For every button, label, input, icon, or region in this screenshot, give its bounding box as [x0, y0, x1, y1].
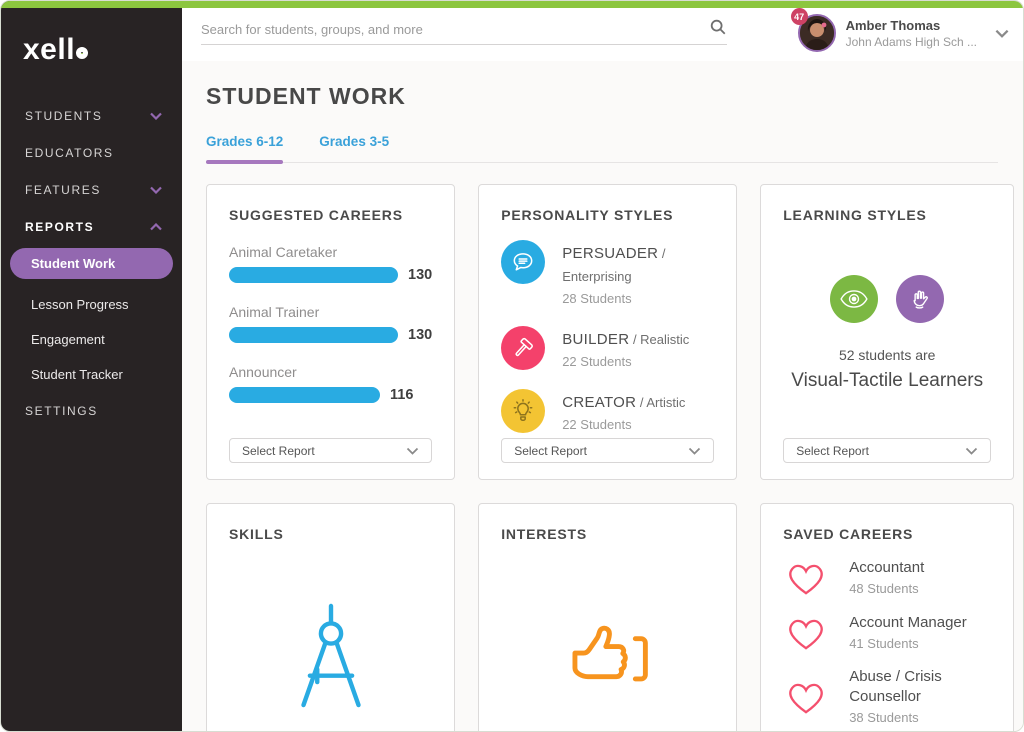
card-interests: INTERESTS — [478, 503, 738, 731]
chevron-down-icon — [995, 29, 1009, 38]
saved-career-row[interactable]: Accountant 48 Students — [783, 557, 991, 597]
card-title: INTERESTS — [501, 526, 587, 542]
bar-row: Animal Caretaker 130 — [229, 244, 433, 283]
chevron-up-icon — [150, 222, 162, 230]
tab-grades-3-5[interactable]: Grades 3-5 — [319, 134, 390, 149]
lightbulb-icon — [501, 389, 546, 434]
card-skills: SKILLS — [206, 503, 456, 731]
main-content: STUDENT WORK Grades 6-12 Grades 3-5 SUGG… — [182, 61, 1023, 731]
eye-icon — [830, 275, 879, 323]
sidebar-item-features[interactable]: FEATURES — [1, 171, 182, 208]
user-org: John Adams High Sch ... — [845, 34, 977, 49]
sidebar-item-educators[interactable]: EDUCATORS — [25, 145, 114, 160]
learning-styles-label: Visual-Tactile Learners — [791, 370, 984, 391]
heart-icon — [789, 564, 824, 595]
tab-grades-6-12[interactable]: Grades 6-12 — [206, 134, 284, 164]
sidebar-item-reports[interactable]: REPORTS — [1, 208, 182, 245]
notification-badge: 47 — [790, 8, 808, 25]
personality-row: PERSUADER / Enterprising 28 Students — [501, 240, 714, 309]
hand-icon — [896, 275, 945, 323]
bar-row: Announcer 116 — [229, 364, 414, 403]
drafting-compass-icon — [229, 602, 432, 720]
header: 47 Amber Thomas John Adams High Sch ... — [182, 8, 1023, 61]
card-title: SAVED CAREERS — [783, 526, 914, 542]
chevron-down-icon — [407, 447, 419, 455]
card-learning-styles: LEARNING STYLES 52 — [760, 184, 1015, 480]
top-accent-bar — [1, 1, 1023, 8]
sidebar-nav: STUDENTS EDUCATORS FEATURES REPORTS Stud… — [1, 97, 182, 429]
chevron-down-icon — [689, 447, 701, 455]
select-report-dropdown[interactable]: Select Report — [229, 438, 433, 463]
user-menu[interactable]: 47 Amber Thomas John Adams High Sch ... — [790, 8, 1009, 52]
bar-animal-trainer — [229, 327, 398, 343]
card-title: SKILLS — [229, 526, 284, 542]
card-suggested-careers: SUGGESTED CAREERS Animal Caretaker 130 A… — [206, 184, 456, 480]
sidebar-item-settings[interactable]: SETTINGS — [25, 403, 98, 418]
report-cards-grid: SUGGESTED CAREERS Animal Caretaker 130 A… — [206, 184, 1015, 731]
logo-o-icon — [76, 47, 89, 59]
sidebar-item-student-tracker[interactable]: Student Tracker — [31, 367, 123, 382]
select-report-dropdown[interactable]: Select Report — [501, 438, 715, 463]
heart-icon — [789, 683, 824, 714]
select-report-dropdown[interactable]: Select Report — [783, 438, 992, 463]
card-saved-careers: SAVED CAREERS Accountant 48 Students — [760, 503, 1015, 731]
chevron-down-icon — [150, 112, 162, 120]
card-title: SUGGESTED CAREERS — [229, 207, 403, 223]
search-bar — [201, 16, 727, 45]
saved-career-row[interactable]: Abuse / Crisis Counsellor 38 Students — [783, 667, 991, 725]
heart-icon — [789, 619, 824, 650]
bar-announcer — [229, 387, 380, 403]
bar-animal-caretaker — [229, 267, 398, 283]
personality-row: BUILDER / Realistic 22 Students — [501, 326, 714, 372]
app-logo: xell — [1, 1, 182, 67]
thumbs-up-icon — [501, 617, 714, 692]
bar-row: Animal Trainer 130 — [229, 304, 433, 343]
sidebar-item-engagement[interactable]: Engagement — [31, 332, 105, 347]
grade-tabs: Grades 6-12 Grades 3-5 — [206, 134, 998, 164]
chevron-down-icon — [966, 447, 978, 455]
chevron-down-icon — [150, 186, 162, 194]
speech-bubble-icon — [501, 240, 546, 284]
card-title: LEARNING STYLES — [783, 207, 927, 223]
sidebar-item-student-work[interactable]: Student Work — [10, 248, 173, 279]
search-input[interactable] — [201, 16, 709, 37]
page-title: STUDENT WORK — [206, 83, 406, 109]
personality-row: CREATOR / Artistic 22 Students — [501, 389, 714, 435]
hammer-icon — [501, 326, 546, 371]
learning-styles-count: 52 students are — [838, 347, 936, 363]
user-name: Amber Thomas — [845, 17, 941, 33]
card-personality-styles: PERSONALITY STYLES PERSUADER / Enterpris… — [478, 184, 738, 480]
sidebar-item-students[interactable]: STUDENTS — [1, 97, 182, 134]
saved-career-row[interactable]: Account Manager 41 Students — [783, 612, 991, 652]
search-icon[interactable] — [709, 18, 727, 36]
sidebar-item-lesson-progress[interactable]: Lesson Progress — [31, 297, 129, 312]
sidebar: xell STUDENTS EDUCATORS FEATURES REPORTS… — [1, 1, 182, 731]
card-title: PERSONALITY STYLES — [501, 207, 674, 223]
